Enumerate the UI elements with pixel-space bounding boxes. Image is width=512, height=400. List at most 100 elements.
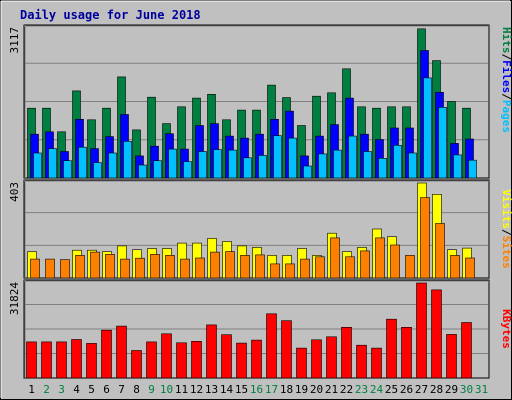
bar-kbytes-day-1	[26, 341, 37, 379]
x-tick-label: 14	[220, 383, 234, 396]
x-tick-label: 15	[235, 383, 248, 396]
bar-pages-day-3	[63, 160, 72, 179]
bar-pages-day-5	[93, 162, 102, 179]
bar-pages-day-10	[168, 148, 177, 179]
bar-pages-day-6	[108, 152, 117, 179]
x-tick-label: 4	[73, 383, 80, 396]
bar-sites-day-23	[360, 250, 370, 279]
bar-pages-day-20	[318, 153, 327, 179]
bar-kbytes-day-9	[146, 341, 157, 379]
bar-sites-day-6	[105, 254, 115, 279]
x-tick-label: 7	[118, 383, 125, 396]
bar-sites-day-10	[165, 255, 175, 279]
bar-sites-day-17	[270, 263, 280, 279]
bar-kbytes-day-3	[56, 341, 67, 379]
bar-kbytes-day-16	[251, 339, 262, 379]
chart-bars	[26, 28, 477, 379]
bar-pages-day-27	[423, 77, 432, 179]
legend-hits-files-pages: Hits/Files/Pages	[500, 27, 512, 133]
bar-kbytes-day-24	[371, 347, 382, 379]
bar-kbytes-day-4	[71, 339, 82, 379]
bar-pages-day-21	[333, 149, 342, 179]
bar-sites-day-22	[345, 256, 355, 279]
bar-kbytes-day-22	[341, 326, 352, 379]
bar-pages-day-14	[228, 149, 237, 179]
bar-kbytes-day-21	[326, 336, 337, 379]
bar-kbytes-day-17	[266, 313, 277, 379]
bar-sites-day-2	[45, 258, 55, 279]
bar-sites-day-5	[90, 251, 100, 279]
x-tick-label: 8	[133, 383, 140, 396]
bar-pages-day-7	[123, 141, 132, 179]
bar-sites-day-20	[315, 256, 325, 279]
bar-sites-day-15	[240, 255, 250, 279]
bar-sites-day-16	[255, 254, 265, 279]
bar-sites-day-25	[390, 244, 400, 279]
bar-pages-day-2	[48, 148, 57, 179]
bar-sites-day-29	[450, 255, 460, 279]
x-tick-label: 25	[385, 383, 398, 396]
bar-pages-day-13	[213, 149, 222, 179]
x-tick-label: 27	[415, 383, 428, 396]
bar-kbytes-day-11	[176, 342, 187, 379]
bar-pages-day-16	[258, 155, 267, 179]
bar-sites-day-4	[75, 255, 85, 279]
bar-kbytes-day-8	[131, 350, 142, 379]
x-tick-label: 20	[310, 383, 323, 396]
bar-kbytes-day-18	[281, 320, 292, 379]
x-tick-label: 21	[325, 383, 338, 396]
y-max-label: 403	[8, 182, 21, 202]
bar-kbytes-day-19	[296, 347, 307, 379]
bar-kbytes-day-26	[401, 326, 412, 379]
bar-kbytes-day-10	[161, 333, 172, 379]
bar-pages-day-9	[153, 160, 162, 179]
bar-sites-day-27	[420, 197, 430, 279]
bar-kbytes-day-30	[461, 322, 472, 379]
x-tick-label: 11	[175, 383, 188, 396]
bar-pages-day-26	[408, 152, 417, 179]
bar-kbytes-day-25	[386, 318, 397, 379]
bar-pages-day-28	[438, 107, 447, 179]
bar-pages-day-22	[348, 135, 357, 179]
bar-pages-day-1	[33, 152, 42, 179]
bar-pages-day-24	[378, 158, 387, 179]
bar-sites-day-19	[300, 258, 310, 279]
x-tick-label: 22	[340, 383, 353, 396]
bar-sites-day-18	[285, 263, 295, 279]
bar-kbytes-day-20	[311, 339, 322, 379]
bar-pages-day-17	[273, 135, 282, 179]
x-tick-label: 28	[430, 383, 443, 396]
y-max-label: 3117	[8, 27, 21, 54]
bar-sites-day-30	[465, 257, 475, 279]
legend-visits-sites: Visits/Sites	[500, 189, 512, 269]
legend-kbytes: KBytes	[500, 309, 512, 349]
bar-sites-day-7	[120, 258, 130, 279]
x-tick-label: 13	[205, 383, 218, 396]
bar-sites-day-14	[225, 251, 235, 279]
bar-sites-day-1	[30, 258, 40, 279]
bar-sites-day-3	[60, 259, 70, 279]
bar-sites-day-11	[180, 258, 190, 279]
bar-pages-day-19	[303, 165, 312, 179]
x-tick-label: 2	[43, 383, 50, 396]
bar-kbytes-day-27	[416, 282, 427, 379]
bar-sites-day-24	[375, 237, 385, 279]
bar-pages-day-23	[363, 151, 372, 179]
x-tick-label: 17	[265, 383, 278, 396]
x-tick-label: 30	[460, 383, 473, 396]
x-tick-label: 12	[190, 383, 203, 396]
bar-kbytes-day-23	[356, 344, 367, 379]
x-tick-label: 1	[28, 383, 35, 396]
bar-kbytes-day-29	[446, 334, 457, 379]
bar-pages-day-12	[198, 151, 207, 179]
x-tick-label: 31	[475, 383, 488, 396]
x-tick-label: 18	[280, 383, 293, 396]
x-tick-label: 6	[103, 383, 110, 396]
bar-kbytes-day-15	[236, 342, 247, 379]
x-tick-label: 5	[88, 383, 95, 396]
bar-sites-day-21	[330, 237, 340, 279]
x-tick-label: 3	[58, 383, 65, 396]
bar-kbytes-day-5	[86, 343, 97, 379]
